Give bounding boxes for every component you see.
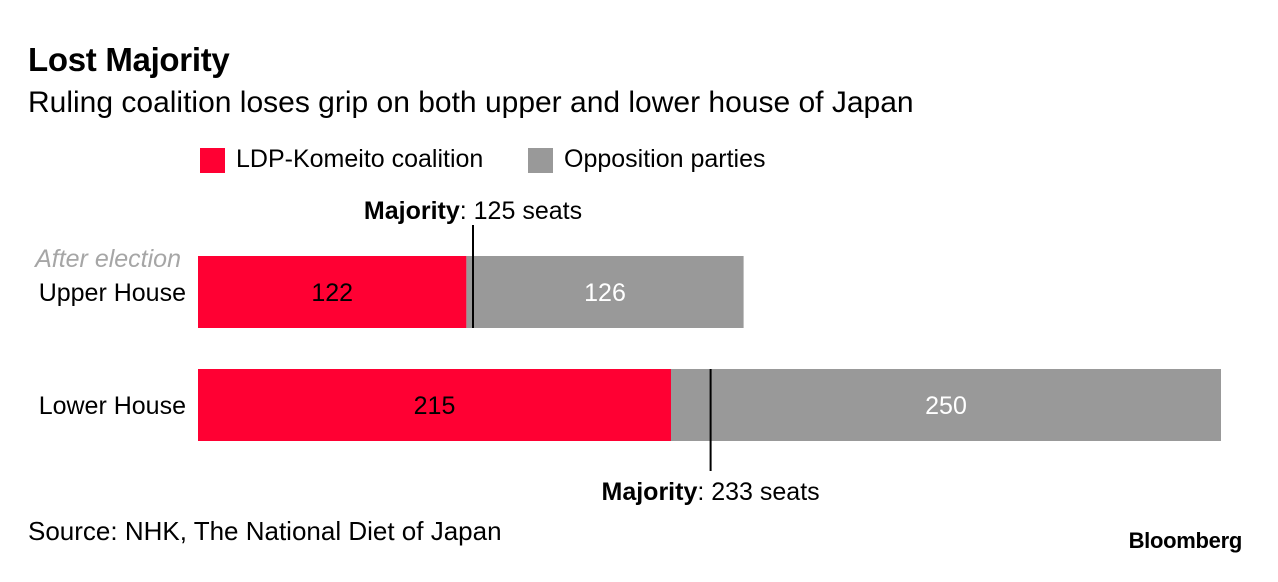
chart-title: Lost Majority (28, 41, 230, 78)
legend-label-1: LDP-Komeito coalition (236, 145, 483, 173)
majority-label: Majority: 233 seats (602, 478, 820, 506)
legend-label-2: Opposition parties (564, 145, 766, 173)
category-note: After election (33, 245, 181, 273)
legend-swatch-2 (528, 148, 553, 173)
data-label: 250 (925, 392, 967, 420)
data-label: 122 (311, 279, 353, 307)
category-label: Lower House (39, 392, 186, 420)
majority-label: Majority: 125 seats (364, 197, 582, 225)
data-label: 126 (584, 279, 626, 307)
bar-segment (198, 256, 467, 328)
data-label: 215 (414, 392, 456, 420)
bar-segment (198, 369, 671, 441)
source-note: Source: NHK, The National Diet of Japan (28, 516, 502, 546)
chart-subtitle: Ruling coalition loses grip on both uppe… (28, 86, 914, 119)
legend-swatch-1 (200, 148, 225, 173)
bar-segment (466, 256, 744, 328)
category-label: Upper House (39, 279, 186, 307)
bloomberg-logo: Bloomberg (1128, 528, 1243, 553)
bar-segment (671, 369, 1221, 441)
